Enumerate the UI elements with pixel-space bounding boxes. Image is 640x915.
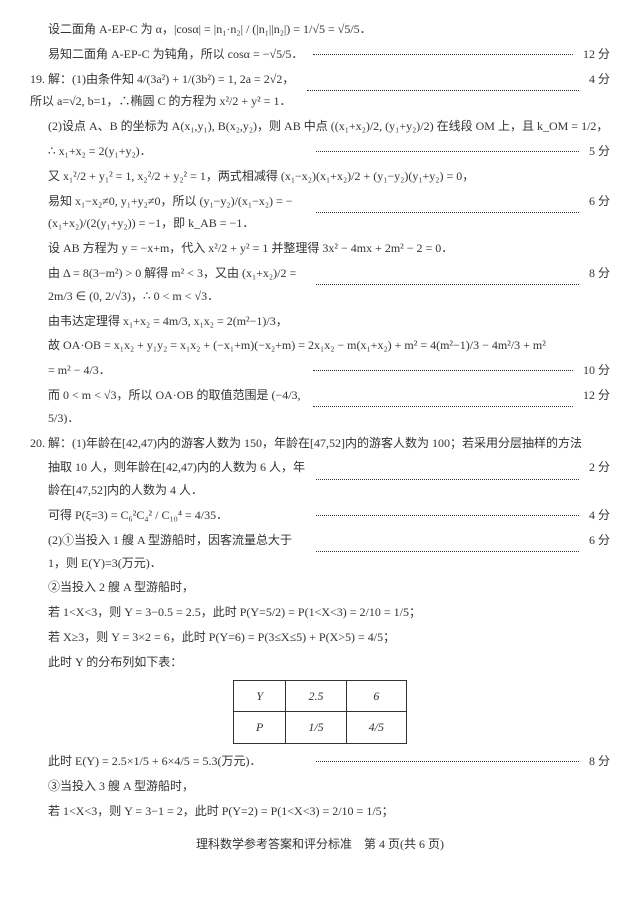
table-cell: Y — [233, 680, 285, 712]
text-line: 设 AB 方程为 y = −x+m，代入 x²/2 + y² = 1 并整理得 … — [30, 237, 610, 260]
line-content: 由 Δ = 8(3−m²) > 0 解得 m² < 3，又由 (x₁+x₂)/2… — [48, 262, 312, 308]
line-content: 若 1<X<3，则 Y = 3−0.5 = 2.5，此时 P(Y=5/2) = … — [48, 601, 610, 624]
score-label: 12 分 — [583, 43, 610, 66]
line-content: 由韦达定理得 x₁+x₂ = 4m/3, x₁x₂ = 2(m²−1)/3， — [48, 310, 610, 333]
text-line: (2)设点 A、B 的坐标为 A(x₁,y₁), B(x₂,y₂)，则 AB 中… — [30, 115, 610, 138]
score-label: 10 分 — [583, 359, 610, 382]
table-cell: P — [233, 712, 285, 744]
table-cell: 4/5 — [346, 712, 406, 744]
line-content: 20. 解：(1)年龄在[42,47)内的游客人数为 150，年龄在[47,52… — [30, 432, 610, 455]
text-line: 20. 解：(1)年龄在[42,47)内的游客人数为 150，年龄在[47,52… — [30, 432, 610, 455]
text-line: 19. 解：(1)由条件知 4/(3a²) + 1/(3b²) = 1, 2a … — [30, 68, 610, 114]
score-label: 6 分 — [589, 190, 610, 213]
text-line: (2)①当投入 1 艘 A 型游船时，因客流量总大于 1，则 E(Y)=3(万元… — [30, 529, 610, 575]
line-content: 易知 x₁−x₂≠0, y₁+y₂≠0，所以 (y₁−y₂)/(x₁−x₂) =… — [48, 190, 312, 236]
distribution-table: Y2.56P1/54/5 — [233, 680, 407, 745]
line-content: 19. 解：(1)由条件知 4/(3a²) + 1/(3b²) = 1, 2a … — [30, 68, 303, 114]
line-content: ②当投入 2 艘 A 型游船时， — [48, 576, 610, 599]
line-content: 若 1<X<3，则 Y = 3−1 = 2，此时 P(Y=2) = P(1<X<… — [48, 800, 610, 823]
leader-dots — [316, 212, 580, 213]
line-content: 可得 P(ξ=3) = C₆²C₄² / C₁₀⁴ = 4/35． — [48, 504, 312, 527]
leader-dots — [307, 90, 580, 91]
text-line: 此时 E(Y) = 2.5×1/5 + 6×4/5 = 5.3(万元)． 8 分 — [30, 750, 610, 773]
score-label: 8 分 — [589, 750, 610, 773]
text-line: 此时 Y 的分布列如下表： — [30, 651, 610, 674]
document-body: 设二面角 A-EP-C 为 α，|cosα| = |n₁·n₂| / (|n₁|… — [30, 18, 610, 855]
text-line: 可得 P(ξ=3) = C₆²C₄² / C₁₀⁴ = 4/35． 4 分 — [30, 504, 610, 527]
line-content: ③当投入 3 艘 A 型游船时， — [48, 775, 610, 798]
text-line: 易知 x₁−x₂≠0, y₁+y₂≠0，所以 (y₁−y₂)/(x₁−x₂) =… — [30, 190, 610, 236]
line-content: 易知二面角 A-EP-C 为钝角，所以 cosα = −√5/5． — [48, 43, 309, 66]
leader-dots — [316, 761, 580, 762]
score-label: 4 分 — [589, 68, 610, 91]
leader-dots — [313, 54, 574, 55]
leader-dots — [316, 515, 580, 516]
text-line: 由韦达定理得 x₁+x₂ = 4m/3, x₁x₂ = 2(m²−1)/3， — [30, 310, 610, 333]
score-label: 6 分 — [589, 529, 610, 552]
text-line: 若 X≥3，则 Y = 3×2 = 6，此时 P(Y=6) = P(3≤X≤5)… — [30, 626, 610, 649]
score-label: 2 分 — [589, 456, 610, 479]
leader-dots — [313, 406, 574, 407]
text-line: 抽取 10 人，则年龄在[42,47)内的人数为 6 人，年龄在[47,52]内… — [30, 456, 610, 502]
text-line: 设二面角 A-EP-C 为 α，|cosα| = |n₁·n₂| / (|n₁|… — [30, 18, 610, 41]
leader-dots — [316, 551, 580, 552]
line-content: 若 X≥3，则 Y = 3×2 = 6，此时 P(Y=6) = P(3≤X≤5)… — [48, 626, 610, 649]
leader-dots — [316, 479, 580, 480]
line-content: 此时 Y 的分布列如下表： — [48, 651, 610, 674]
text-line: 若 1<X<3，则 Y = 3−0.5 = 2.5，此时 P(Y=5/2) = … — [30, 601, 610, 624]
text-line: 而 0 < m < √3，所以 OA·OB 的取值范围是 (−4/3, 5/3)… — [30, 384, 610, 430]
text-line: 又 x₁²/2 + y₁² = 1, x₂²/2 + y₂² = 1，两式相减得… — [30, 165, 610, 188]
line-content: 此时 E(Y) = 2.5×1/5 + 6×4/5 = 5.3(万元)． — [48, 750, 312, 773]
line-content: 又 x₁²/2 + y₁² = 1, x₂²/2 + y₂² = 1，两式相减得… — [48, 165, 610, 188]
text-line: ②当投入 2 艘 A 型游船时， — [30, 576, 610, 599]
line-content: 而 0 < m < √3，所以 OA·OB 的取值范围是 (−4/3, 5/3)… — [48, 384, 309, 430]
score-label: 4 分 — [589, 504, 610, 527]
table-cell: 1/5 — [286, 712, 346, 744]
text-line: 故 OA·OB = x₁x₂ + y₁y₂ = x₁x₂ + (−x₁+m)(−… — [30, 334, 610, 357]
table-row: P1/54/5 — [233, 712, 406, 744]
table-cell: 6 — [346, 680, 406, 712]
line-content: 故 OA·OB = x₁x₂ + y₁y₂ = x₁x₂ + (−x₁+m)(−… — [48, 334, 610, 357]
leader-dots — [316, 151, 580, 152]
page-footer: 理科数学参考答案和评分标准 第 4 页(共 6 页) — [30, 833, 610, 856]
score-label: 5 分 — [589, 140, 610, 163]
line-content: = m² − 4/3． — [48, 359, 309, 382]
line-content: (2)设点 A、B 的坐标为 A(x₁,y₁), B(x₂,y₂)，则 AB 中… — [48, 115, 610, 138]
score-label: 12 分 — [583, 384, 610, 407]
line-content: (2)①当投入 1 艘 A 型游船时，因客流量总大于 1，则 E(Y)=3(万元… — [48, 529, 312, 575]
line-content: 抽取 10 人，则年龄在[42,47)内的人数为 6 人，年龄在[47,52]内… — [48, 456, 312, 502]
score-label: 8 分 — [589, 262, 610, 285]
line-content: 设 AB 方程为 y = −x+m，代入 x²/2 + y² = 1 并整理得 … — [48, 237, 610, 260]
table-row: Y2.56 — [233, 680, 406, 712]
text-line: 由 Δ = 8(3−m²) > 0 解得 m² < 3，又由 (x₁+x₂)/2… — [30, 262, 610, 308]
table-cell: 2.5 — [286, 680, 346, 712]
text-line: = m² − 4/3． 10 分 — [30, 359, 610, 382]
leader-dots — [313, 370, 574, 371]
text-line: 若 1<X<3，则 Y = 3−1 = 2，此时 P(Y=2) = P(1<X<… — [30, 800, 610, 823]
text-line: ∴ x₁+x₂ = 2(y₁+y₂)． 5 分 — [30, 140, 610, 163]
line-content: ∴ x₁+x₂ = 2(y₁+y₂)． — [48, 140, 312, 163]
leader-dots — [316, 284, 580, 285]
text-line: ③当投入 3 艘 A 型游船时， — [30, 775, 610, 798]
text-line: 易知二面角 A-EP-C 为钝角，所以 cosα = −√5/5． 12 分 — [30, 43, 610, 66]
line-content: 设二面角 A-EP-C 为 α，|cosα| = |n₁·n₂| / (|n₁|… — [48, 18, 610, 41]
